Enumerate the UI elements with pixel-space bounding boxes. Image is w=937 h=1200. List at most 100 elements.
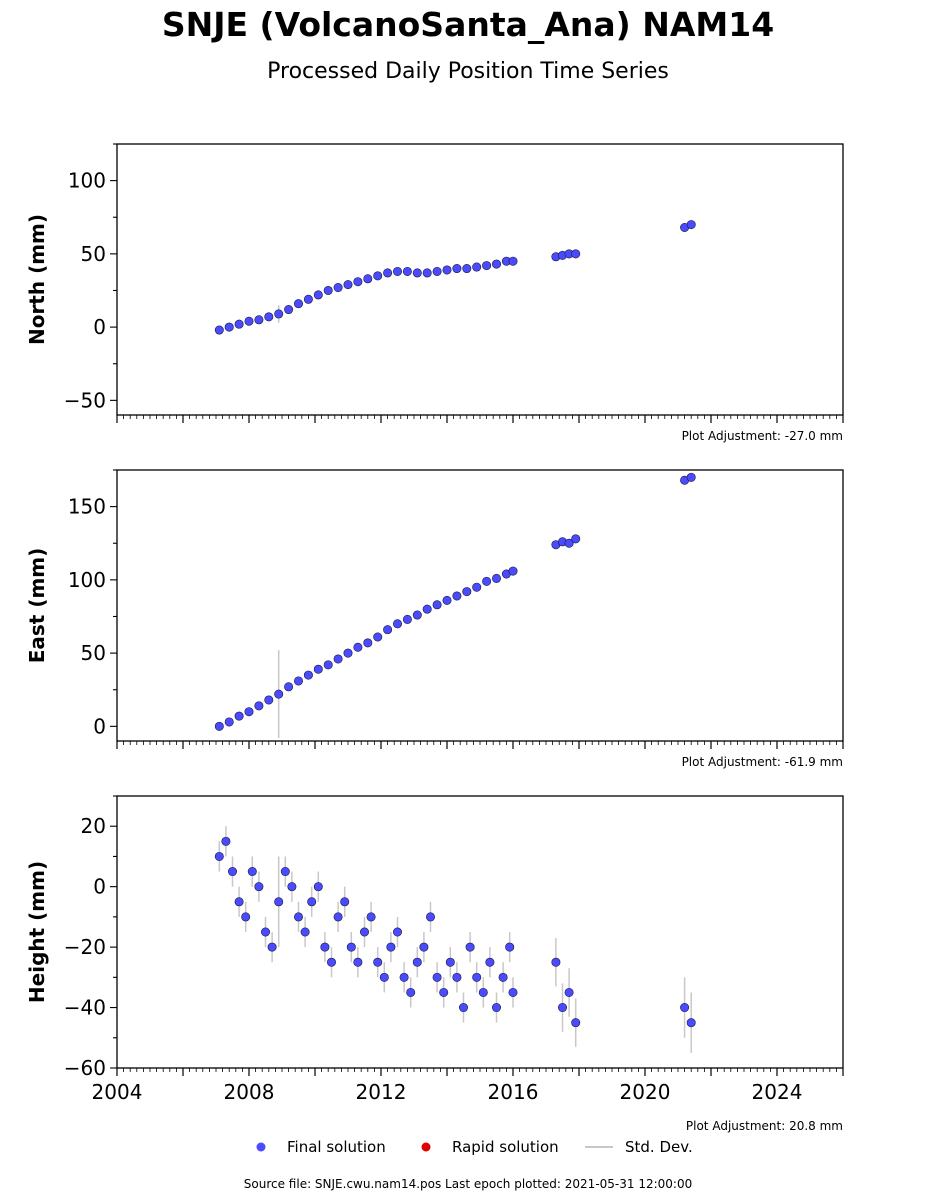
- final-solution-point: [491, 573, 501, 583]
- final-solution-point: [254, 882, 264, 892]
- final-solution-point: [353, 277, 363, 287]
- final-solution-point: [462, 587, 472, 597]
- final-solution-point: [313, 664, 323, 674]
- final-solution-point: [234, 319, 244, 329]
- final-solution-point: [323, 285, 333, 295]
- final-solution-point: [571, 1018, 581, 1028]
- final-solution-point: [508, 566, 518, 576]
- final-solution-point: [686, 1018, 696, 1028]
- final-solution-point: [244, 707, 254, 717]
- final-solution-point: [264, 312, 274, 322]
- final-solution-point: [439, 987, 449, 997]
- final-solution-point: [241, 912, 251, 922]
- final-solution-point: [363, 638, 373, 648]
- final-solution-point: [491, 1003, 501, 1013]
- final-solution-point: [571, 249, 581, 259]
- final-solution-point: [244, 316, 254, 326]
- final-solution-point: [402, 614, 412, 624]
- chart-subtitle: Processed Daily Position Time Series: [267, 59, 669, 84]
- final-solution-point: [452, 972, 462, 982]
- final-solution-point: [425, 912, 435, 922]
- final-solution-point: [303, 294, 313, 304]
- final-solution-point: [482, 261, 492, 271]
- final-solution-point: [323, 660, 333, 670]
- final-solution-point: [452, 264, 462, 274]
- final-solution-point: [432, 266, 442, 276]
- final-solution-point: [326, 957, 336, 967]
- chart-title: SNJE (VolcanoSanta_Ana) NAM14: [162, 5, 774, 44]
- legend-rapid-marker: [421, 1142, 431, 1152]
- final-solution-point: [284, 305, 294, 315]
- final-solution-point: [214, 325, 224, 335]
- final-solution-point: [267, 942, 277, 952]
- final-solution-point: [557, 1003, 567, 1013]
- final-solution-point: [432, 972, 442, 982]
- plot-adjustment: Plot Adjustment: 20.8 mm: [686, 1119, 843, 1133]
- final-solution-point: [551, 957, 561, 967]
- final-solution-point: [442, 595, 452, 605]
- final-solution-point: [293, 912, 303, 922]
- final-solution-point: [284, 682, 294, 692]
- final-solution-point: [303, 670, 313, 680]
- final-solution-point: [254, 315, 264, 325]
- y-tick-label: 50: [81, 641, 106, 665]
- final-solution-point: [346, 942, 356, 952]
- final-solution-point: [343, 280, 353, 290]
- final-solution-point: [392, 266, 402, 276]
- final-solution-point: [472, 262, 482, 272]
- final-solution-point: [386, 942, 396, 952]
- final-solution-point: [383, 268, 393, 278]
- final-solution-point: [442, 265, 452, 275]
- plot-adjustment: Plot Adjustment: -61.9 mm: [682, 755, 843, 769]
- final-solution-point: [254, 701, 264, 711]
- final-solution-point: [293, 299, 303, 309]
- y-tick-label: 20: [81, 814, 106, 838]
- final-solution-point: [287, 882, 297, 892]
- final-solution-point: [260, 927, 270, 937]
- final-solution-point: [224, 717, 234, 727]
- y-tick-label: 100: [68, 568, 106, 592]
- x-tick-label: 2012: [356, 1080, 407, 1104]
- final-solution-point: [472, 582, 482, 592]
- x-tick-label: 2004: [92, 1080, 143, 1104]
- final-solution-point: [399, 972, 409, 982]
- final-solution-point: [452, 591, 462, 601]
- final-solution-point: [214, 721, 224, 731]
- final-solution-point: [564, 987, 574, 997]
- final-solution-point: [300, 927, 310, 937]
- final-solution-point: [491, 259, 501, 269]
- x-tick-label: 2024: [752, 1080, 803, 1104]
- final-solution-point: [340, 897, 350, 907]
- final-solution-point: [363, 274, 373, 284]
- final-solution-point: [564, 538, 574, 548]
- x-tick-label: 2020: [620, 1080, 671, 1104]
- legend-final-label: Final solution: [287, 1138, 386, 1156]
- y-tick-label: 50: [81, 242, 106, 266]
- final-solution-point: [686, 220, 696, 230]
- final-solution-point: [419, 942, 429, 952]
- final-solution-point: [343, 648, 353, 658]
- y-tick-label: 100: [68, 169, 106, 193]
- y-tick-label: −50: [64, 388, 106, 412]
- final-solution-point: [412, 268, 422, 278]
- final-solution-point: [366, 912, 376, 922]
- y-axis-label: Height (mm): [25, 861, 49, 1003]
- x-tick-label: 2016: [488, 1080, 539, 1104]
- final-solution-point: [392, 927, 402, 937]
- y-tick-label: 0: [93, 875, 106, 899]
- final-solution-point: [274, 897, 284, 907]
- final-solution-point: [422, 604, 432, 614]
- final-solution-point: [432, 600, 442, 610]
- height-panel: −60 −40 −20 0 20 2004 2008 2012 2016 2020 2024 Heig…: [25, 795, 844, 1133]
- y-axis-label: North (mm): [25, 214, 49, 345]
- final-solution-point: [247, 867, 257, 877]
- final-solution-point: [508, 256, 518, 266]
- final-solution-point: [228, 867, 238, 877]
- final-solution-point: [221, 836, 231, 846]
- final-solution-point: [359, 927, 369, 937]
- final-solution-point: [320, 942, 330, 952]
- legend: Final solution Rapid solution Std. Dev.: [256, 1138, 693, 1156]
- final-solution-point: [333, 654, 343, 664]
- final-solution-point: [353, 957, 363, 967]
